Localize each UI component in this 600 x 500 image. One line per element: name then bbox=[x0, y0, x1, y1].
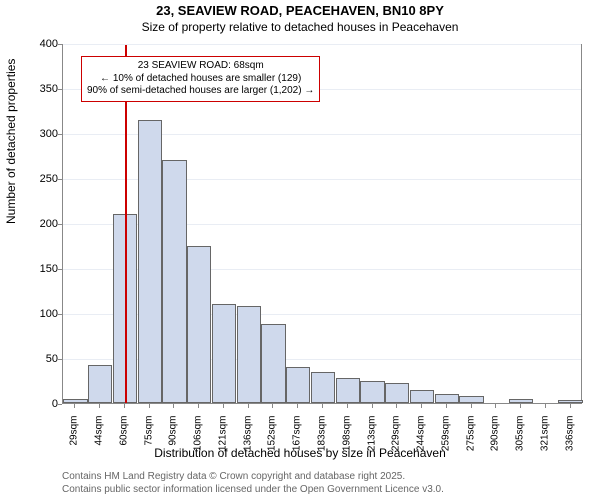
histogram-bar bbox=[138, 120, 162, 404]
histogram-bar bbox=[88, 365, 112, 403]
histogram-bar bbox=[459, 396, 483, 403]
histogram-bar bbox=[212, 304, 236, 403]
ytick-label: 400 bbox=[40, 38, 58, 50]
ytick-label: 150 bbox=[40, 263, 58, 275]
ytick-mark bbox=[58, 269, 62, 270]
ytick-mark bbox=[58, 44, 62, 45]
ytick-label: 300 bbox=[40, 128, 58, 140]
xtick-mark bbox=[173, 404, 174, 408]
ytick-mark bbox=[58, 404, 62, 405]
annotation-line1: 23 SEAVIEW ROAD: 68sqm bbox=[87, 60, 314, 73]
ytick-mark bbox=[58, 314, 62, 315]
xtick-mark bbox=[471, 404, 472, 408]
xtick-mark bbox=[322, 404, 323, 408]
xtick-mark bbox=[421, 404, 422, 408]
gridline bbox=[63, 44, 581, 45]
histogram-bar bbox=[385, 383, 409, 403]
xtick-mark bbox=[272, 404, 273, 408]
xtick-mark bbox=[248, 404, 249, 408]
x-axis-label: Distribution of detached houses by size … bbox=[0, 446, 600, 460]
histogram-bar bbox=[336, 378, 360, 403]
histogram-bar bbox=[187, 246, 211, 404]
histogram-bar bbox=[286, 367, 310, 403]
xtick-mark bbox=[396, 404, 397, 408]
xtick-mark bbox=[372, 404, 373, 408]
xtick-mark bbox=[570, 404, 571, 408]
histogram-bar bbox=[162, 160, 186, 403]
histogram-bar bbox=[63, 399, 87, 404]
ytick-label: 350 bbox=[40, 83, 58, 95]
annotation-line2: ← 10% of detached houses are smaller (12… bbox=[87, 73, 314, 86]
ytick-mark bbox=[58, 359, 62, 360]
ytick-label: 250 bbox=[40, 173, 58, 185]
histogram-bar bbox=[558, 400, 582, 403]
ytick-mark bbox=[58, 179, 62, 180]
xtick-mark bbox=[223, 404, 224, 408]
y-axis-label: Number of detached properties bbox=[4, 59, 18, 224]
histogram-bar bbox=[261, 324, 285, 403]
histogram-bar bbox=[509, 399, 533, 403]
xtick-mark bbox=[545, 404, 546, 408]
xtick-mark bbox=[74, 404, 75, 408]
xtick-mark bbox=[495, 404, 496, 408]
xtick-mark bbox=[124, 404, 125, 408]
ytick-mark bbox=[58, 134, 62, 135]
chart-container: 23, SEAVIEW ROAD, PEACEHAVEN, BN10 8PY S… bbox=[0, 0, 600, 500]
xtick-mark bbox=[99, 404, 100, 408]
histogram-bar bbox=[410, 390, 434, 404]
ytick-mark bbox=[58, 89, 62, 90]
histogram-bar bbox=[237, 306, 261, 403]
xtick-mark bbox=[347, 404, 348, 408]
annotation-box: 23 SEAVIEW ROAD: 68sqm← 10% of detached … bbox=[81, 56, 320, 102]
footer-line2: Contains public sector information licen… bbox=[62, 483, 444, 496]
xtick-mark bbox=[297, 404, 298, 408]
xtick-mark bbox=[198, 404, 199, 408]
ytick-mark bbox=[58, 224, 62, 225]
chart-title-main: 23, SEAVIEW ROAD, PEACEHAVEN, BN10 8PY bbox=[0, 3, 600, 18]
histogram-bar bbox=[435, 394, 459, 403]
footer-line1: Contains HM Land Registry data © Crown c… bbox=[62, 470, 444, 483]
xtick-mark bbox=[446, 404, 447, 408]
xtick-mark bbox=[520, 404, 521, 408]
ytick-label: 100 bbox=[40, 308, 58, 320]
histogram-bar bbox=[311, 372, 335, 404]
chart-title-sub: Size of property relative to detached ho… bbox=[0, 20, 600, 34]
xtick-mark bbox=[149, 404, 150, 408]
ytick-label: 200 bbox=[40, 218, 58, 230]
histogram-bar bbox=[360, 381, 384, 404]
annotation-line3: 90% of semi-detached houses are larger (… bbox=[87, 85, 314, 98]
ytick-label: 50 bbox=[46, 353, 58, 365]
footer-attribution: Contains HM Land Registry data © Crown c… bbox=[62, 470, 444, 496]
